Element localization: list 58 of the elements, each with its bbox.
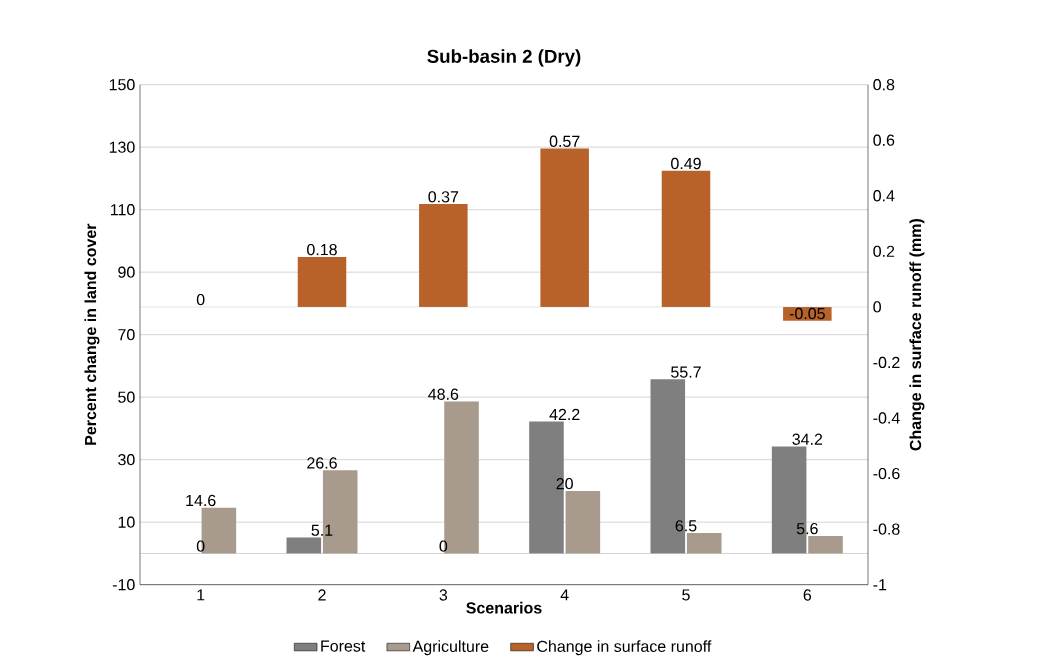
bar bbox=[565, 491, 601, 554]
y-tick-label: -10 bbox=[112, 579, 135, 591]
y2-tick-label: 0.6 bbox=[873, 134, 895, 147]
y2-tick-label: -1 bbox=[873, 579, 887, 591]
y-tick-label: 110 bbox=[111, 204, 135, 216]
data-label: 0.18 bbox=[307, 244, 337, 256]
data-label: 0 bbox=[439, 540, 448, 552]
bar bbox=[661, 170, 711, 308]
y2-tick-label: 0.2 bbox=[873, 245, 895, 258]
x-tick-label: 3 bbox=[439, 589, 448, 601]
y-tick-label: 150 bbox=[109, 79, 135, 91]
x-tick-label: 4 bbox=[560, 589, 569, 601]
x-tick-label: 5 bbox=[682, 589, 690, 601]
bar bbox=[297, 257, 347, 308]
x-tick-label: 1 bbox=[197, 589, 205, 601]
bar bbox=[686, 533, 722, 554]
y2-tick-label: -0.4 bbox=[873, 412, 900, 424]
data-label: 42.2 bbox=[549, 408, 580, 421]
x-tick-label: 2 bbox=[318, 589, 326, 601]
legend-label: Change in surface runoff bbox=[537, 640, 712, 656]
data-label: 20 bbox=[556, 478, 573, 490]
legend-label: Agriculture bbox=[412, 640, 489, 656]
legend-label: Forest bbox=[321, 640, 366, 652]
y-tick-label: 50 bbox=[118, 391, 135, 403]
x-axis-title: Scenarios bbox=[466, 602, 542, 614]
data-label: 0 bbox=[196, 294, 205, 306]
data-label: 5.1 bbox=[311, 524, 333, 537]
data-label: 34.2 bbox=[792, 433, 823, 446]
y-tick-label: 30 bbox=[118, 454, 135, 466]
y2-tick-label: -0.2 bbox=[873, 356, 900, 369]
data-label: 0.57 bbox=[549, 135, 580, 148]
data-label: 14.6 bbox=[186, 495, 216, 507]
y-tick-label: 130 bbox=[109, 141, 135, 153]
data-label: 0 bbox=[196, 540, 205, 552]
chart-title: Sub-basin 2 (Dry) bbox=[427, 49, 581, 67]
y2-tick-label: 0 bbox=[873, 301, 881, 313]
data-label: 0.49 bbox=[671, 158, 701, 170]
bar bbox=[419, 204, 468, 308]
y2-tick-label: -0.6 bbox=[873, 468, 900, 480]
bar bbox=[540, 148, 589, 308]
y2-axis-title: Change in surface runoff (mm) bbox=[909, 219, 925, 451]
bar bbox=[286, 537, 322, 554]
x-tick-label: 6 bbox=[803, 589, 812, 601]
y-tick-label: 90 bbox=[118, 266, 135, 278]
data-label: 26.6 bbox=[307, 457, 337, 469]
data-label: 0.37 bbox=[428, 191, 459, 203]
y2-tick-label: 0.8 bbox=[873, 79, 895, 91]
y2-tick-label: 0.4 bbox=[873, 190, 895, 202]
bar bbox=[808, 536, 843, 554]
data-label: 55.7 bbox=[671, 366, 701, 378]
y-tick-label: 10 bbox=[118, 516, 135, 528]
y-axis-title: Percent change in land cover bbox=[84, 223, 100, 445]
y-tick-label: 70 bbox=[118, 329, 135, 341]
data-label: -0.05 bbox=[789, 308, 825, 320]
y2-tick-label: -0.8 bbox=[873, 523, 900, 535]
data-label: 48.6 bbox=[428, 388, 459, 401]
data-label: 6.5 bbox=[675, 520, 697, 532]
data-label: 5.6 bbox=[796, 523, 818, 535]
